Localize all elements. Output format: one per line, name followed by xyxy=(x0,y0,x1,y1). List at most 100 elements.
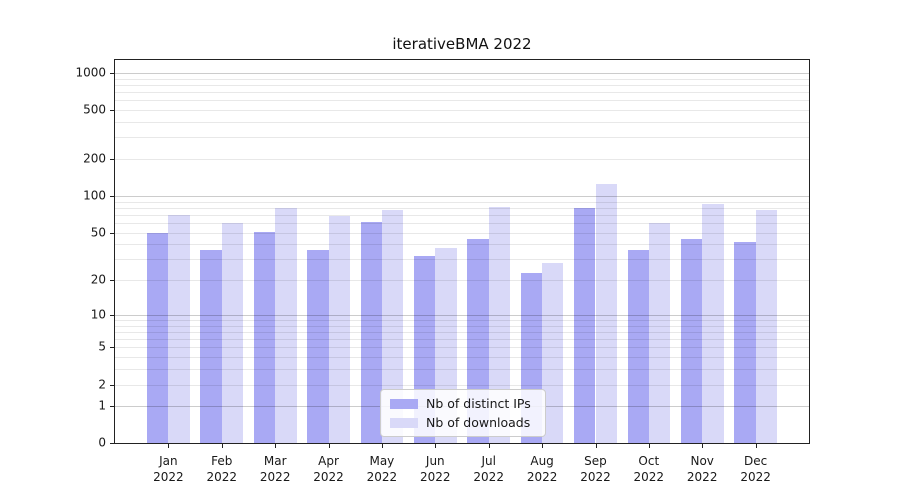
bar-distinct-ips-oct xyxy=(627,249,649,443)
x-tick-label-feb: Feb 2022 xyxy=(206,454,238,484)
x-tick-jun xyxy=(435,444,437,448)
x-tick-label-jun: Jun 2022 xyxy=(420,454,451,484)
x-tick-label-may: May 2022 xyxy=(366,454,398,484)
bar-downloads-apr xyxy=(328,216,350,443)
x-tick-aug xyxy=(542,444,544,448)
gridline-major xyxy=(115,72,809,74)
bar-downloads-dec xyxy=(755,209,777,443)
x-tick-jan xyxy=(168,444,170,448)
y-tick-10 xyxy=(110,314,114,316)
bar-distinct-ips-apr xyxy=(307,249,329,443)
gridline-minor xyxy=(115,207,809,209)
y-tick-label-200: 200 xyxy=(83,151,106,166)
bar-downloads-jul xyxy=(488,207,511,443)
bar-downloads-aug xyxy=(542,262,564,443)
x-tick-feb xyxy=(221,444,223,448)
gridline-minor xyxy=(115,100,809,102)
legend-swatch-downloads xyxy=(390,417,418,428)
y-tick-label-50: 50 xyxy=(90,225,106,240)
gridline-minor xyxy=(115,159,809,160)
x-tick-may xyxy=(381,444,383,448)
y-tick-100 xyxy=(110,195,114,197)
bar-distinct-ips-nov xyxy=(680,239,703,443)
bar-downloads-may xyxy=(381,209,404,443)
y-tick-1 xyxy=(110,406,114,408)
gridline-major xyxy=(115,314,809,316)
y-tick-label-5: 5 xyxy=(98,339,106,354)
x-tick-label-oct: Oct 2022 xyxy=(633,454,665,484)
legend-entry-downloads: Nb of downloads xyxy=(390,414,536,431)
legend-label-distinct-ips: Nb of distinct IPs xyxy=(426,395,531,411)
gridline-major xyxy=(115,195,809,197)
x-tick-label-jan: Jan 2022 xyxy=(153,454,184,484)
bar-distinct-ips-feb xyxy=(200,249,222,443)
gridline-minor xyxy=(115,201,809,203)
x-tick-nov xyxy=(702,444,704,448)
gridline-minor xyxy=(115,110,809,111)
bar-downloads-nov xyxy=(702,203,724,443)
gridline-minor xyxy=(115,84,809,86)
x-tick-label-sep: Sep 2022 xyxy=(580,454,611,484)
bar-distinct-ips-dec xyxy=(734,241,756,443)
bar-downloads-jan xyxy=(168,214,190,443)
legend-swatch-distinct-ips xyxy=(390,398,418,409)
x-tick-apr xyxy=(328,444,330,448)
gridline-minor xyxy=(115,347,809,349)
x-tick-sep xyxy=(595,444,597,448)
y-tick-label-500: 500 xyxy=(83,102,106,117)
y-tick-label-2: 2 xyxy=(98,377,106,392)
gridline-minor xyxy=(115,320,809,321)
gridline-minor xyxy=(115,280,809,282)
y-tick-label-0: 0 xyxy=(98,435,106,450)
gridline-minor xyxy=(115,357,809,359)
x-tick-label-jul: Jul 2022 xyxy=(473,454,504,484)
legend: Nb of distinct IPs Nb of downloads xyxy=(380,389,546,437)
x-tick-jul xyxy=(488,444,490,448)
x-tick-mar xyxy=(275,444,277,448)
gridline-minor xyxy=(115,78,809,80)
bar-distinct-ips-sep xyxy=(574,207,596,443)
y-tick-label-1000: 1000 xyxy=(75,65,106,80)
gridline-minor xyxy=(115,223,809,224)
x-tick-label-apr: Apr 2022 xyxy=(313,454,344,484)
bar-distinct-ips-jan xyxy=(147,232,169,443)
gridline-minor xyxy=(115,244,809,246)
x-tick-oct xyxy=(648,444,650,448)
legend-entry-distinct-ips: Nb of distinct IPs xyxy=(390,395,536,412)
bar-distinct-ips-may xyxy=(360,222,382,443)
gridline-minor xyxy=(115,384,809,386)
x-tick-label-nov: Nov 2022 xyxy=(686,454,718,484)
bar-downloads-mar xyxy=(275,208,297,443)
y-tick-label-20: 20 xyxy=(90,272,106,287)
y-tick-label-10: 10 xyxy=(90,307,106,322)
y-tick-500 xyxy=(110,110,114,111)
y-tick-5 xyxy=(110,347,114,349)
y-tick-200 xyxy=(110,159,114,160)
y-tick-label-1: 1 xyxy=(98,398,106,413)
gridline-minor xyxy=(115,214,809,216)
bar-downloads-sep xyxy=(595,184,617,443)
gridline-minor xyxy=(115,332,809,333)
y-tick-2 xyxy=(110,384,114,386)
x-tick-dec xyxy=(755,444,757,448)
x-tick-label-mar: Mar 2022 xyxy=(259,454,291,484)
gridline-minor xyxy=(115,92,809,93)
bar-downloads-feb xyxy=(221,223,244,443)
gridline-minor xyxy=(115,137,809,139)
plot-area: Nb of distinct IPs Nb of downloads 1000 5… xyxy=(75,59,810,484)
gridline-minor xyxy=(115,325,809,327)
y-tick-0 xyxy=(110,443,114,444)
y-tick-label-100: 100 xyxy=(83,188,106,203)
legend-label-downloads: Nb of downloads xyxy=(426,414,531,430)
bar-distinct-ips-mar xyxy=(253,231,276,443)
y-tick-50 xyxy=(110,232,114,234)
y-tick-1000 xyxy=(110,72,114,74)
gridline-minor xyxy=(115,232,809,234)
bar-downloads-oct xyxy=(648,223,671,443)
gridline-minor xyxy=(115,369,809,371)
chart-title: iterativeBMA 2022 xyxy=(392,35,532,53)
gridline-minor xyxy=(115,339,809,341)
x-tick-label-dec: Dec 2022 xyxy=(740,454,771,484)
gridline-minor xyxy=(115,122,809,123)
